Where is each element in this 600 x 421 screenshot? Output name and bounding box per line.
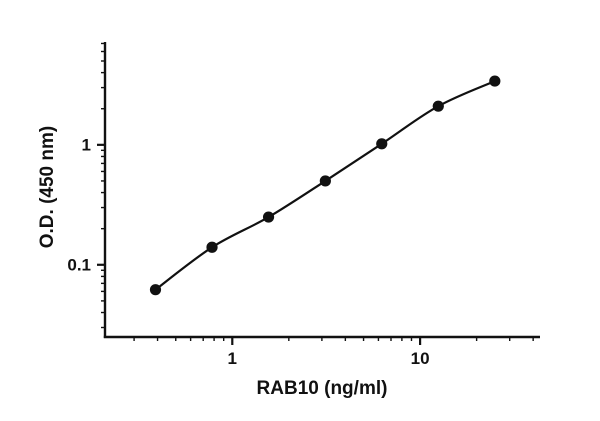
y-tick-label: 1 — [82, 135, 91, 154]
y-axis-title: O.D. (450 nm) — [37, 125, 58, 249]
data-point — [489, 75, 501, 87]
data-point — [376, 138, 388, 150]
data-point — [262, 211, 275, 223]
data-point — [319, 175, 331, 187]
x-axis-title: RAB10 (ng/ml) — [256, 378, 388, 399]
data-point — [149, 284, 162, 296]
x-tick-label: 1 — [228, 349, 237, 368]
data-point — [206, 241, 218, 253]
data-point — [432, 100, 444, 112]
x-tick-label: 10 — [411, 349, 430, 368]
y-tick-label: 0.1 — [67, 255, 91, 274]
